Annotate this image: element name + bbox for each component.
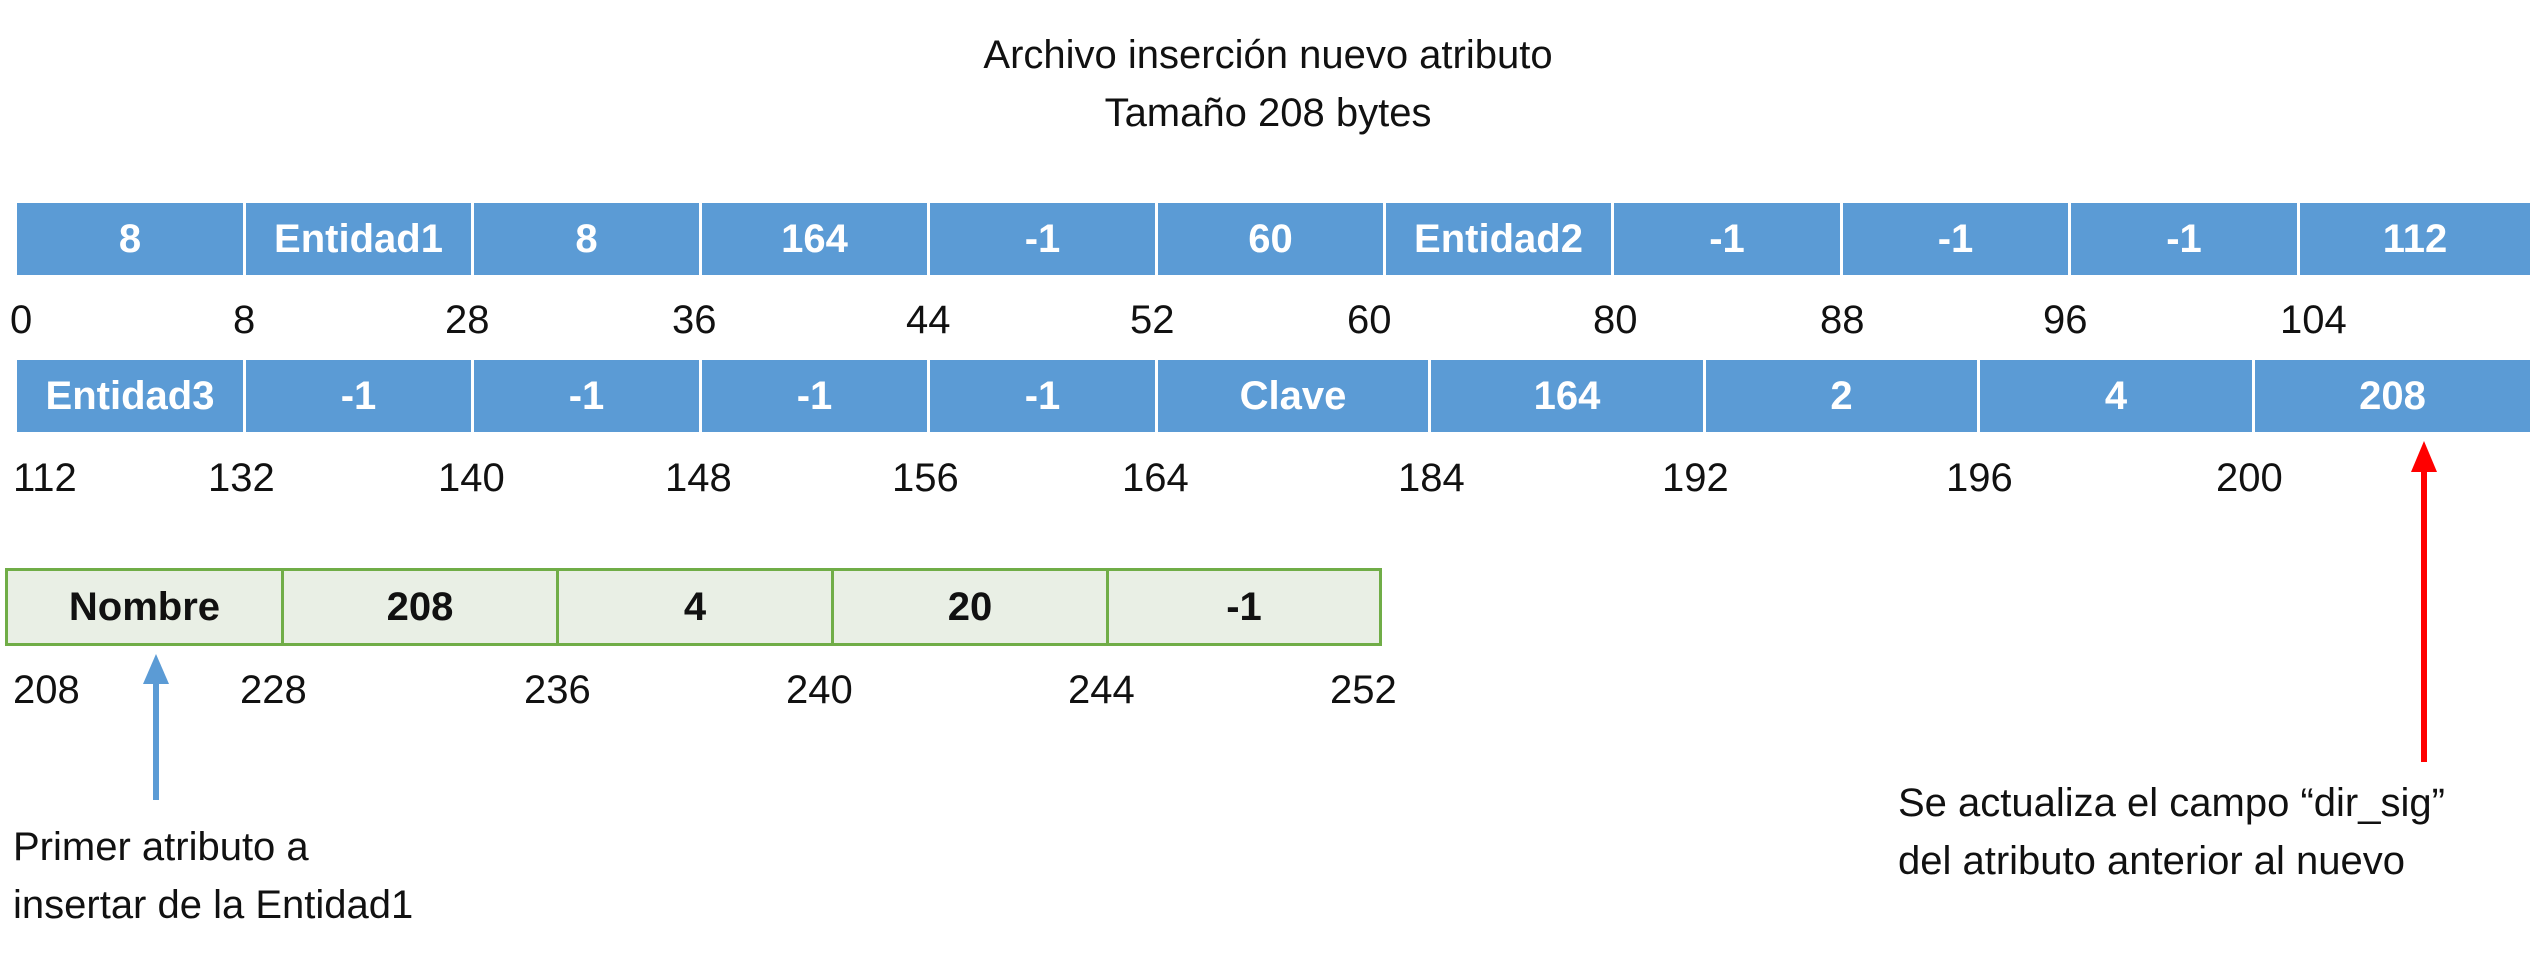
row1-offset: 28 — [445, 298, 490, 342]
row1-offset: 8 — [233, 298, 256, 342]
row2-offset: 112 — [13, 456, 77, 500]
blue-arrow — [143, 654, 169, 800]
row1-cell: -1 — [930, 203, 1158, 275]
row2-cell: 208 — [2255, 360, 2530, 432]
new-attribute-cell: 20 — [834, 571, 1109, 643]
row2-cell: 164 — [1431, 360, 1706, 432]
row2-cell: -1 — [702, 360, 930, 432]
record-row-1: 8 Entidad1 8 164 -1 60 Entidad2 -1 -1 -1… — [17, 203, 2530, 275]
row2-offset: 196 — [1946, 456, 2013, 500]
row2-offset: 148 — [665, 456, 732, 500]
row2-offset: 140 — [438, 456, 505, 500]
row1-offset: 44 — [906, 298, 951, 342]
row2-cell: -1 — [246, 360, 474, 432]
row2-offset: 192 — [1662, 456, 1729, 500]
row2-offset: 164 — [1122, 456, 1189, 500]
new-attribute-cell: Nombre — [8, 571, 284, 643]
row1-offset: 36 — [672, 298, 717, 342]
red-arrow — [2411, 441, 2437, 762]
row1-cell: 112 — [2300, 203, 2530, 275]
new-attribute-row: Nombre 208 4 20 -1 — [5, 568, 1382, 646]
diagram-title: Archivo inserción nuevo atributo — [983, 33, 1553, 77]
row1-cell: 8 — [474, 203, 702, 275]
row2-offset: 200 — [2216, 456, 2283, 500]
row3-offset: 252 — [1330, 668, 1397, 712]
row3-offset: 244 — [1068, 668, 1135, 712]
row3-offset: 240 — [786, 668, 853, 712]
row3-offset: 228 — [240, 668, 307, 712]
diagram-subtitle: Tamaño 208 bytes — [1104, 91, 1432, 135]
row1-cell: 60 — [1158, 203, 1386, 275]
row1-offset: 60 — [1347, 298, 1392, 342]
row2-offset: 184 — [1398, 456, 1465, 500]
row1-cell: Entidad2 — [1386, 203, 1614, 275]
row2-cell: Clave — [1158, 360, 1431, 432]
new-attribute-cell: 4 — [559, 571, 834, 643]
row2-cell: Entidad3 — [17, 360, 246, 432]
new-attribute-cell: -1 — [1109, 571, 1379, 643]
row3-offset: 236 — [524, 668, 591, 712]
row1-cell: Entidad1 — [246, 203, 474, 275]
row2-offset: 132 — [208, 456, 275, 500]
note-left-line2: insertar de la Entidad1 — [13, 883, 414, 927]
record-row-2: Entidad3 -1 -1 -1 -1 Clave 164 2 4 208 — [17, 360, 2530, 432]
note-left-line1: Primer atributo a — [13, 825, 309, 869]
row1-cell: 164 — [702, 203, 930, 275]
row1-offset: 96 — [2043, 298, 2088, 342]
row1-cell: -1 — [2071, 203, 2300, 275]
row1-offset: 80 — [1593, 298, 1638, 342]
note-right-line1: Se actualiza el campo “dir_sig” — [1898, 781, 2445, 825]
row2-cell: -1 — [474, 360, 702, 432]
row1-cell: 8 — [17, 203, 246, 275]
note-right-line2: del atributo anterior al nuevo — [1898, 839, 2405, 883]
row1-offset: 52 — [1130, 298, 1175, 342]
row3-offset: 208 — [13, 668, 80, 712]
new-attribute-cell: 208 — [284, 571, 559, 643]
row1-cell: -1 — [1614, 203, 1843, 275]
row2-cell: 2 — [1706, 360, 1980, 432]
row2-cell: 4 — [1980, 360, 2255, 432]
row1-cell: -1 — [1843, 203, 2071, 275]
row1-offset: 0 — [10, 298, 33, 342]
row1-offset: 88 — [1820, 298, 1865, 342]
row1-offset: 104 — [2280, 298, 2347, 342]
row2-offset: 156 — [892, 456, 959, 500]
row2-cell: -1 — [930, 360, 1158, 432]
